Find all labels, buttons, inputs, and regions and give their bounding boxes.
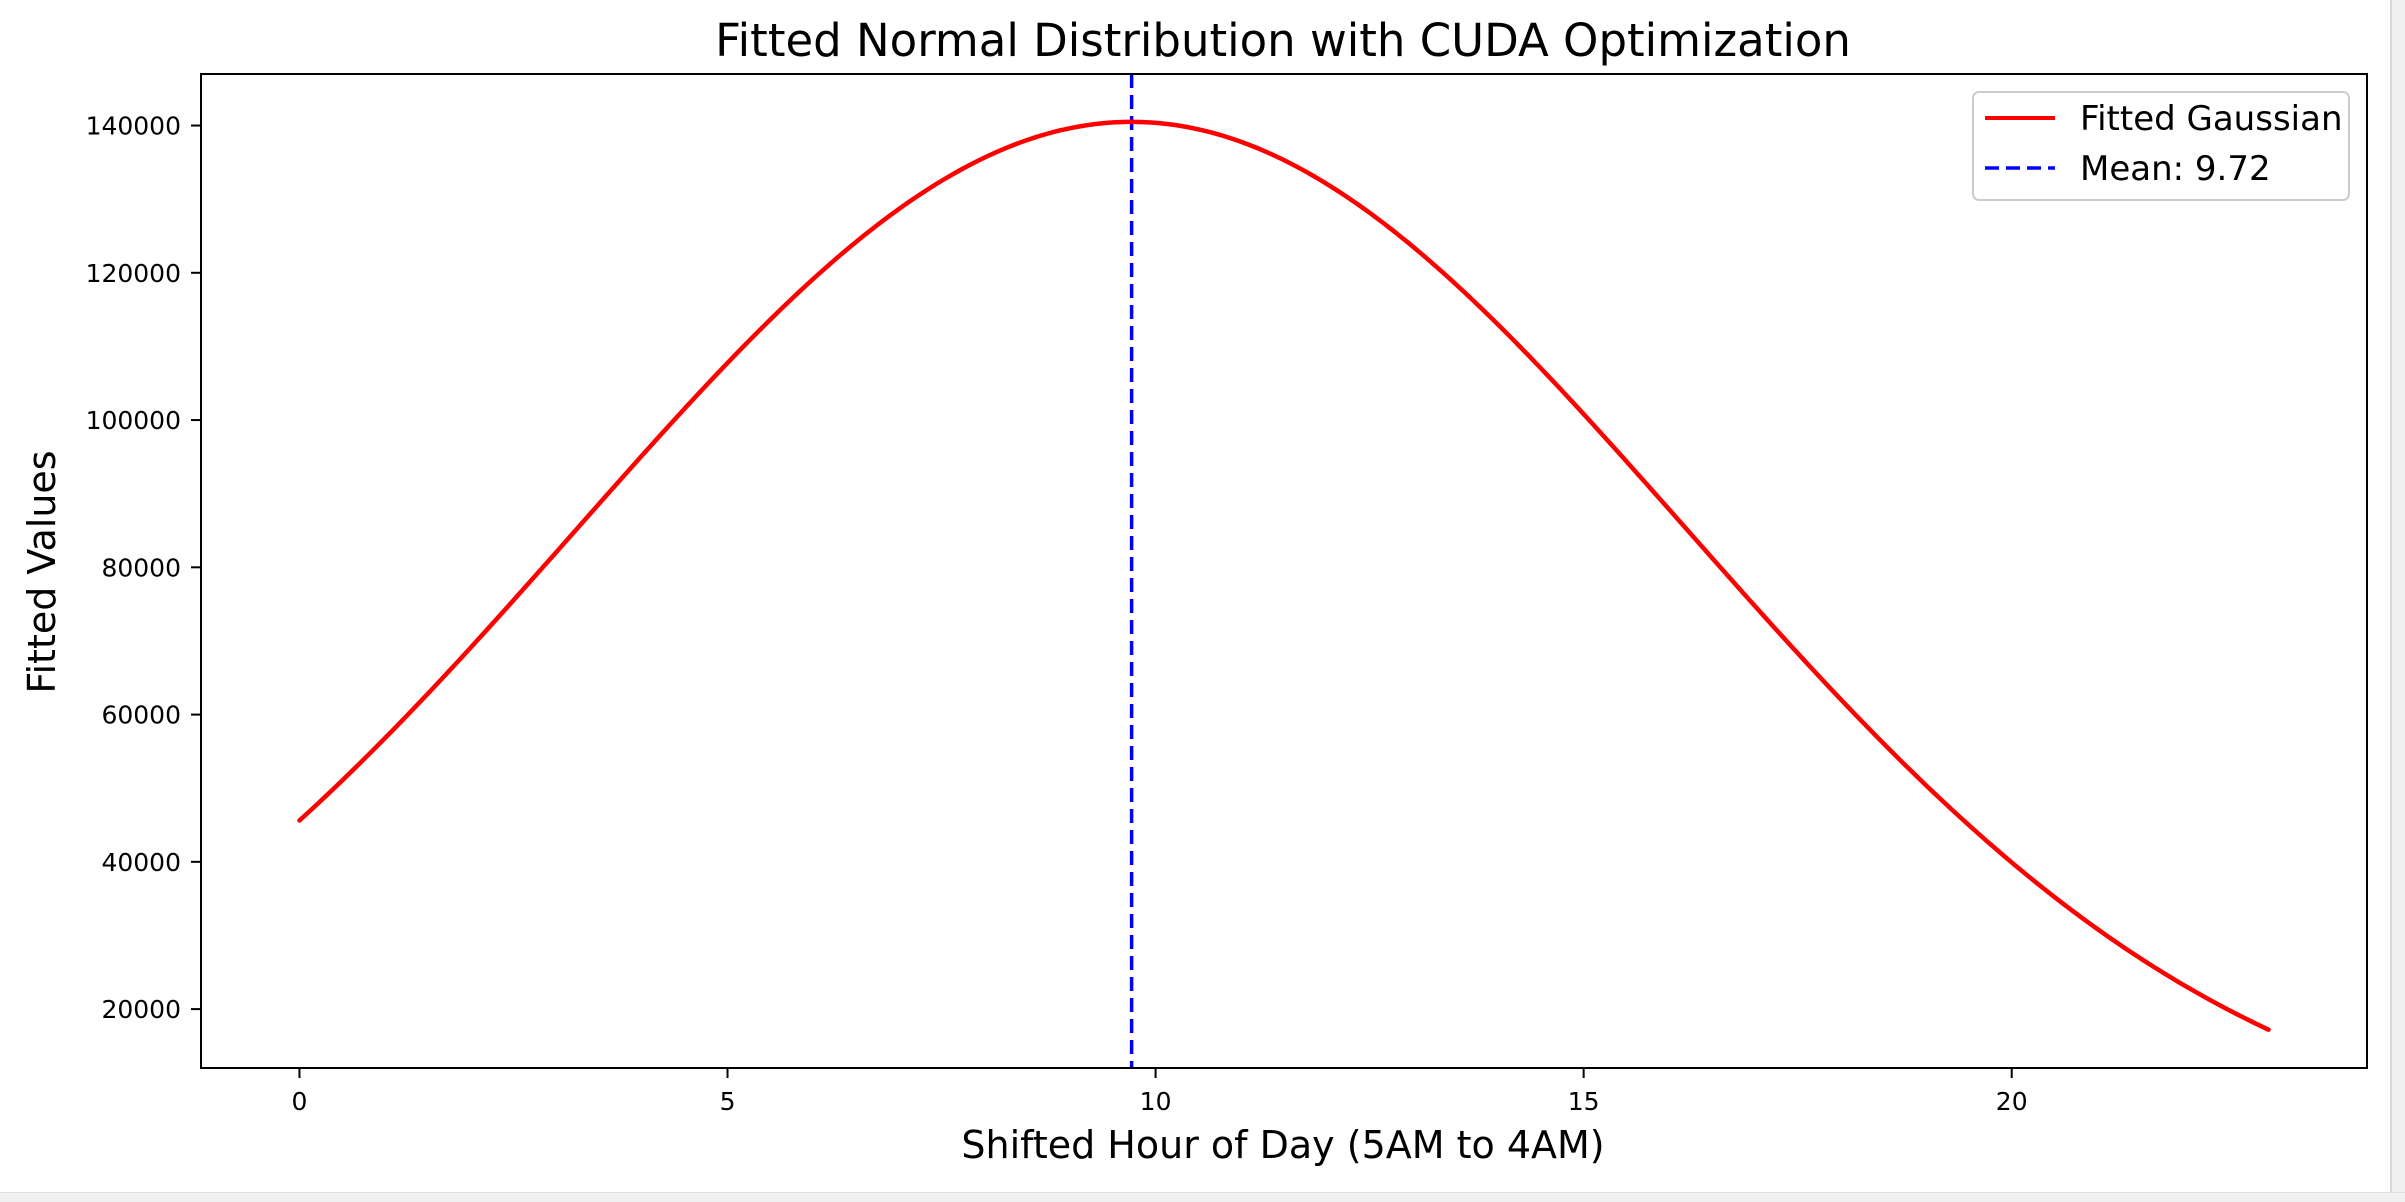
chart-title: Fitted Normal Distribution with CUDA Opt… xyxy=(715,14,1851,67)
x-tick-label: 5 xyxy=(720,1087,736,1116)
x-tick-label: 15 xyxy=(1568,1087,1600,1116)
x-tick-label: 20 xyxy=(1996,1087,2028,1116)
y-axis-label: Fitted Values xyxy=(20,450,64,693)
y-tick-label: 80000 xyxy=(101,553,181,582)
y-tick-label: 40000 xyxy=(101,848,181,877)
y-tick-label: 60000 xyxy=(101,701,181,730)
window-edge-bottom xyxy=(0,1192,2405,1202)
legend-box xyxy=(1972,91,2350,201)
legend: Fitted Gaussian Mean: 9.72 xyxy=(1972,91,2350,201)
legend-label-fitted-gaussian: Fitted Gaussian xyxy=(2080,99,2343,139)
legend-label-mean: Mean: 9.72 xyxy=(2080,149,2271,189)
window-edge-right xyxy=(2390,0,2405,1201)
x-axis: 0 5 10 15 20 xyxy=(292,1068,2028,1116)
x-tick-label: 10 xyxy=(1140,1087,1172,1116)
y-tick-label: 20000 xyxy=(101,995,181,1024)
plot-area xyxy=(297,74,2271,1068)
y-axis: 20000 40000 60000 80000 100000 120000 140000 xyxy=(86,112,201,1024)
x-tick-label: 0 xyxy=(292,1087,308,1116)
y-tick-label: 120000 xyxy=(86,259,181,288)
y-tick-label: 100000 xyxy=(86,406,181,435)
y-tick-label: 140000 xyxy=(86,112,181,141)
x-axis-label: Shifted Hour of Day (5AM to 4AM) xyxy=(961,1123,1604,1167)
plot-frame xyxy=(200,73,2368,1069)
series-line-fitted-gaussian xyxy=(297,119,2271,1032)
